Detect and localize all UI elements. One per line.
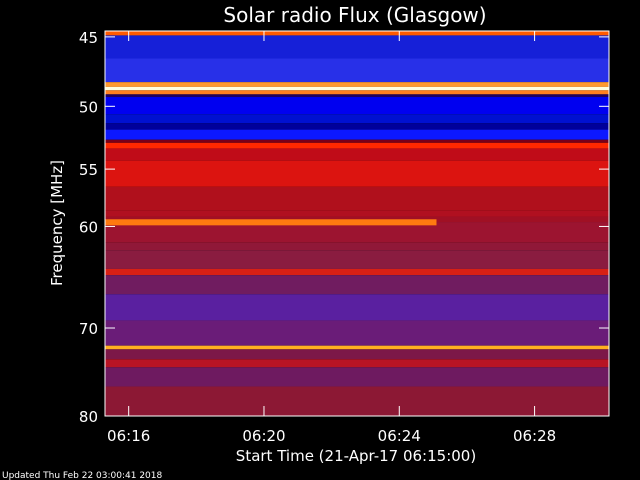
- y-tick-label-5: 80: [79, 408, 98, 426]
- spectrogram-heatmap: [105, 31, 609, 416]
- frequency-band-20: [105, 250, 609, 269]
- frequency-band-22: [105, 275, 609, 295]
- frequency-band-12: [105, 142, 609, 149]
- frequency-band-2: [105, 58, 609, 83]
- x-tick-label-1: 06:20: [242, 427, 285, 445]
- emission-trace-0: [105, 219, 437, 226]
- frequency-band-25: [105, 345, 609, 350]
- frequency-band-23: [105, 294, 609, 321]
- frequency-band-4: [105, 86, 609, 91]
- frequency-band-7: [105, 97, 609, 115]
- chart-title: Solar radio Flux (Glasgow): [223, 3, 486, 27]
- frequency-band-24: [105, 320, 609, 346]
- frequency-band-9: [105, 123, 609, 130]
- frequency-band-17: [105, 216, 609, 223]
- plot-frame: [104, 30, 610, 417]
- frequency-band-29: [105, 386, 609, 416]
- frequency-band-16: [105, 210, 609, 217]
- frequency-band-5: [105, 90, 609, 95]
- y-tick-label-0: 45: [79, 29, 98, 47]
- frequency-band-3: [105, 82, 609, 87]
- frequency-band-10: [105, 129, 609, 140]
- y-tick-label-3: 60: [79, 218, 98, 236]
- frequency-band-13: [105, 148, 609, 161]
- y-axis: 45 50 55 60 70 80: [79, 29, 609, 426]
- y-tick-label-4: 70: [79, 320, 98, 338]
- x-tick-label-3: 06:28: [513, 427, 556, 445]
- frequency-band-0: [105, 31, 609, 36]
- x-axis: 06:16 06:20 06:24 06:28: [107, 31, 556, 445]
- frequency-band-8: [105, 114, 609, 124]
- x-tick-label-0: 06:16: [107, 427, 150, 445]
- frequency-band-18: [105, 222, 609, 243]
- frequency-band-6: [105, 94, 609, 98]
- frequency-band-26: [105, 349, 609, 360]
- y-tick-label-1: 50: [79, 98, 98, 116]
- updated-timestamp: Updated Thu Feb 22 03:00:41 2018: [2, 471, 163, 480]
- frequency-band-28: [105, 367, 609, 387]
- x-axis-label: Start Time (21-Apr-17 06:15:00): [236, 447, 476, 465]
- frequency-band-27: [105, 359, 609, 368]
- frequency-band-15: [105, 186, 609, 211]
- frequency-band-1: [105, 35, 609, 59]
- frequency-band-21: [105, 268, 609, 276]
- frequency-band-14: [105, 160, 609, 187]
- y-axis-label: Frequency [MHz]: [48, 160, 66, 286]
- y-tick-label-2: 55: [79, 161, 98, 179]
- frequency-band-11: [105, 139, 609, 143]
- x-tick-label-2: 06:24: [378, 427, 421, 445]
- frequency-band-19: [105, 242, 609, 251]
